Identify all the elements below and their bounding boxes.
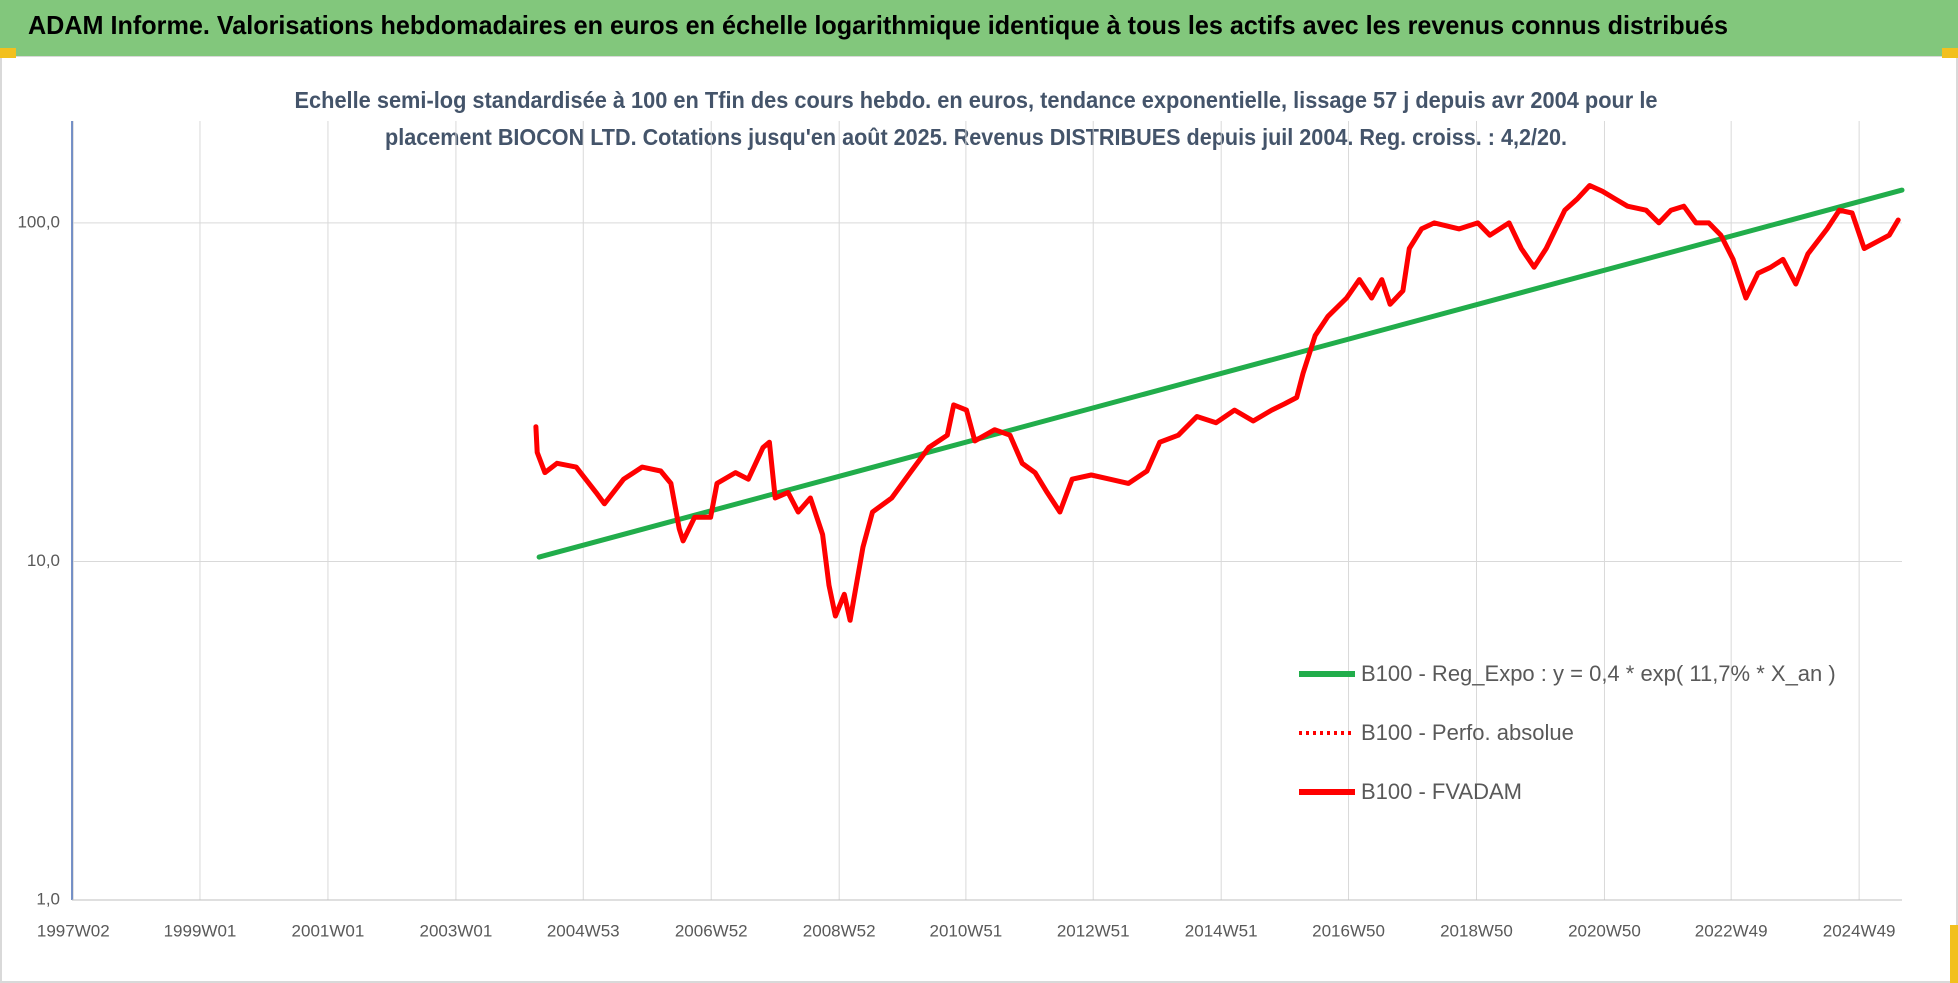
x-tick-label: 1999W01 bbox=[164, 921, 237, 940]
legend-label: B100 - Reg_Expo : y = 0,4 * exp( 11,7% *… bbox=[1361, 661, 1836, 686]
chart-subtitle: placement BIOCON LTD. Cotations jusqu'en… bbox=[385, 124, 1567, 150]
x-tick-label: 2008W52 bbox=[803, 921, 876, 940]
x-tick-label: 2014W51 bbox=[1185, 921, 1258, 940]
x-tick-label: 2018W50 bbox=[1440, 921, 1513, 940]
chart-subtitle: Echelle semi-log standardisée à 100 en T… bbox=[295, 87, 1658, 113]
chart-title: ADAM Informe. Valorisations hebdomadaire… bbox=[28, 10, 1728, 40]
y-tick-label: 100,0 bbox=[17, 212, 60, 231]
x-tick-label: 2020W50 bbox=[1568, 921, 1641, 940]
x-tick-label: 2016W50 bbox=[1312, 921, 1385, 940]
legend-label: B100 - Perfo. absolue bbox=[1361, 720, 1574, 745]
corner-mark bbox=[1942, 48, 1958, 58]
series-line bbox=[536, 187, 1905, 560]
x-tick-label: 2012W51 bbox=[1057, 921, 1130, 940]
corner-mark bbox=[0, 48, 16, 58]
x-tick-label: 2022W49 bbox=[1695, 921, 1768, 940]
x-tick-label: 2006W52 bbox=[675, 921, 748, 940]
x-tick-label: 1997W02 bbox=[37, 921, 110, 940]
y-tick-label: 10,0 bbox=[27, 551, 60, 570]
corner-mark bbox=[1950, 925, 1958, 983]
x-tick-label: 2001W01 bbox=[292, 921, 365, 940]
x-tick-label: 2003W01 bbox=[420, 921, 493, 940]
series-line bbox=[533, 183, 1901, 623]
x-tick-label: 2024W49 bbox=[1823, 921, 1896, 940]
x-tick-label: 2010W51 bbox=[929, 921, 1002, 940]
legend-label: B100 - FVADAM bbox=[1361, 779, 1522, 804]
title-bar bbox=[0, 0, 1958, 56]
x-tick-label: 2004W53 bbox=[547, 921, 620, 940]
y-tick-label: 1,0 bbox=[36, 889, 60, 908]
